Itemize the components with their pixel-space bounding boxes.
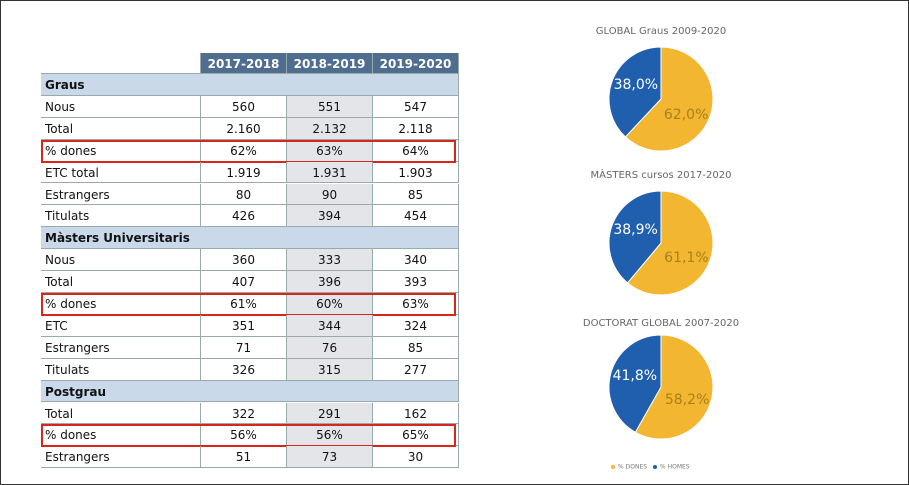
row-label: Estrangers (41, 336, 201, 359)
column-header: 2017-2018 (201, 53, 287, 74)
pie-slice (608, 334, 662, 433)
cell: 2.132 (287, 117, 373, 140)
cell: 277 (373, 358, 459, 381)
cell: 51 (201, 446, 287, 469)
slice-label: 41,8% (613, 368, 657, 384)
chart-title: DOCTORAT GLOBAL 2007-2020 (583, 318, 739, 329)
section-title: Graus (41, 74, 459, 96)
cell: 551 (287, 95, 373, 118)
cell: 407 (201, 271, 287, 293)
column-header: 2019-2020 (373, 53, 459, 74)
cell: 56% (287, 424, 373, 447)
cell: 326 (201, 358, 287, 381)
cell: 30 (373, 446, 459, 469)
cell: 351 (201, 314, 287, 337)
row-label: ETC (41, 314, 201, 337)
header-corner (41, 53, 201, 74)
cell: 393 (373, 271, 459, 293)
slice-label: 38,0% (614, 77, 658, 93)
cell: 340 (373, 249, 459, 272)
cell: 1.919 (201, 161, 287, 184)
row-label: Titulats (41, 205, 201, 228)
legend-label: % HOMES (660, 464, 690, 471)
cell: 85 (373, 336, 459, 359)
row-label: Total (41, 117, 201, 140)
cell: 76 (287, 336, 373, 359)
highlight-box (41, 424, 456, 448)
chart-title: GLOBAL Graus 2009-2020 (596, 26, 727, 37)
slice-label: 38,9% (613, 222, 657, 238)
cell: 85 (373, 183, 459, 206)
cell: 2.118 (373, 117, 459, 140)
row-label: Total (41, 402, 201, 425)
cell: 291 (287, 402, 373, 425)
legend-marker (653, 465, 657, 469)
pie-slice (608, 190, 662, 284)
legend-marker (611, 465, 615, 469)
cell: 162 (373, 402, 459, 425)
cell: 560 (201, 95, 287, 118)
slice-label: 61,1% (664, 250, 708, 266)
section-title: Postgrau (41, 380, 459, 403)
cell: 394 (287, 205, 373, 228)
cell: 315 (287, 358, 373, 381)
cell: 1.931 (287, 161, 373, 184)
cell: 547 (373, 95, 459, 118)
row-label: Titulats (41, 358, 201, 381)
legend-label: % DONES (618, 464, 647, 471)
cell: 71 (201, 336, 287, 359)
highlight-box (41, 139, 456, 163)
pie-slice (634, 334, 714, 440)
row-label: Nous (41, 95, 201, 118)
cell: 1.903 (373, 161, 459, 184)
cell: 454 (373, 205, 459, 228)
cell: 396 (287, 271, 373, 293)
cell: 322 (201, 402, 287, 425)
pie-slice (608, 46, 662, 138)
row-label: Nous (41, 249, 201, 272)
cell: 344 (287, 314, 373, 337)
cell: 324 (373, 314, 459, 337)
pie-slice (626, 190, 714, 296)
section-title: Màsters Universitaris (41, 227, 459, 250)
column-header: 2018-2019 (287, 53, 373, 74)
slice-label: 58,2% (665, 392, 709, 408)
cell: 2.160 (201, 117, 287, 140)
cell: 360 (201, 249, 287, 272)
cell: 90 (287, 183, 373, 206)
pie-slice (624, 46, 714, 152)
chart-title: MÀSTERS cursos 2017-2020 (591, 168, 732, 181)
highlight-box (41, 293, 456, 316)
row-label: Estrangers (41, 446, 201, 469)
cell: 333 (287, 249, 373, 272)
cell: 80 (201, 183, 287, 206)
row-label: ETC total (41, 161, 201, 184)
row-label: Total (41, 271, 201, 293)
cell: 426 (201, 205, 287, 228)
cell: 73 (287, 446, 373, 469)
row-label: Estrangers (41, 183, 201, 206)
slice-label: 62,0% (664, 107, 708, 123)
